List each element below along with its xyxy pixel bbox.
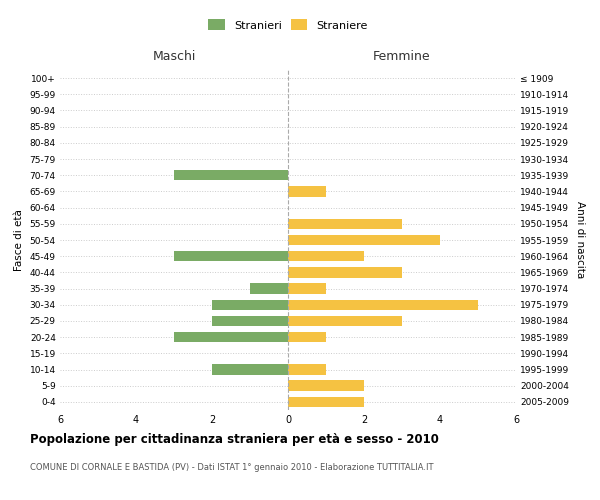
Text: Femmine: Femmine	[373, 50, 431, 63]
Y-axis label: Anni di nascita: Anni di nascita	[575, 202, 585, 278]
Bar	[288, 380, 364, 391]
Bar	[288, 267, 402, 278]
Legend: Stranieri, Straniere: Stranieri, Straniere	[205, 16, 371, 34]
Bar	[288, 284, 326, 294]
Text: Popolazione per cittadinanza straniera per età e sesso - 2010: Popolazione per cittadinanza straniera p…	[30, 432, 439, 446]
Bar	[174, 251, 288, 262]
Bar	[174, 332, 288, 342]
Text: COMUNE DI CORNALE E BASTIDA (PV) - Dati ISTAT 1° gennaio 2010 - Elaborazione TUT: COMUNE DI CORNALE E BASTIDA (PV) - Dati …	[30, 462, 433, 471]
Bar	[212, 316, 288, 326]
Y-axis label: Fasce di età: Fasce di età	[14, 209, 24, 271]
Bar	[212, 364, 288, 375]
Bar	[288, 316, 402, 326]
Bar	[250, 284, 288, 294]
Bar	[288, 251, 364, 262]
Bar	[288, 300, 478, 310]
Bar	[288, 332, 326, 342]
Bar	[174, 170, 288, 180]
Bar	[288, 218, 402, 229]
Bar	[288, 364, 326, 375]
Bar	[288, 396, 364, 407]
Bar	[288, 186, 326, 196]
Bar	[288, 234, 440, 246]
Bar	[212, 300, 288, 310]
Text: Maschi: Maschi	[152, 50, 196, 63]
